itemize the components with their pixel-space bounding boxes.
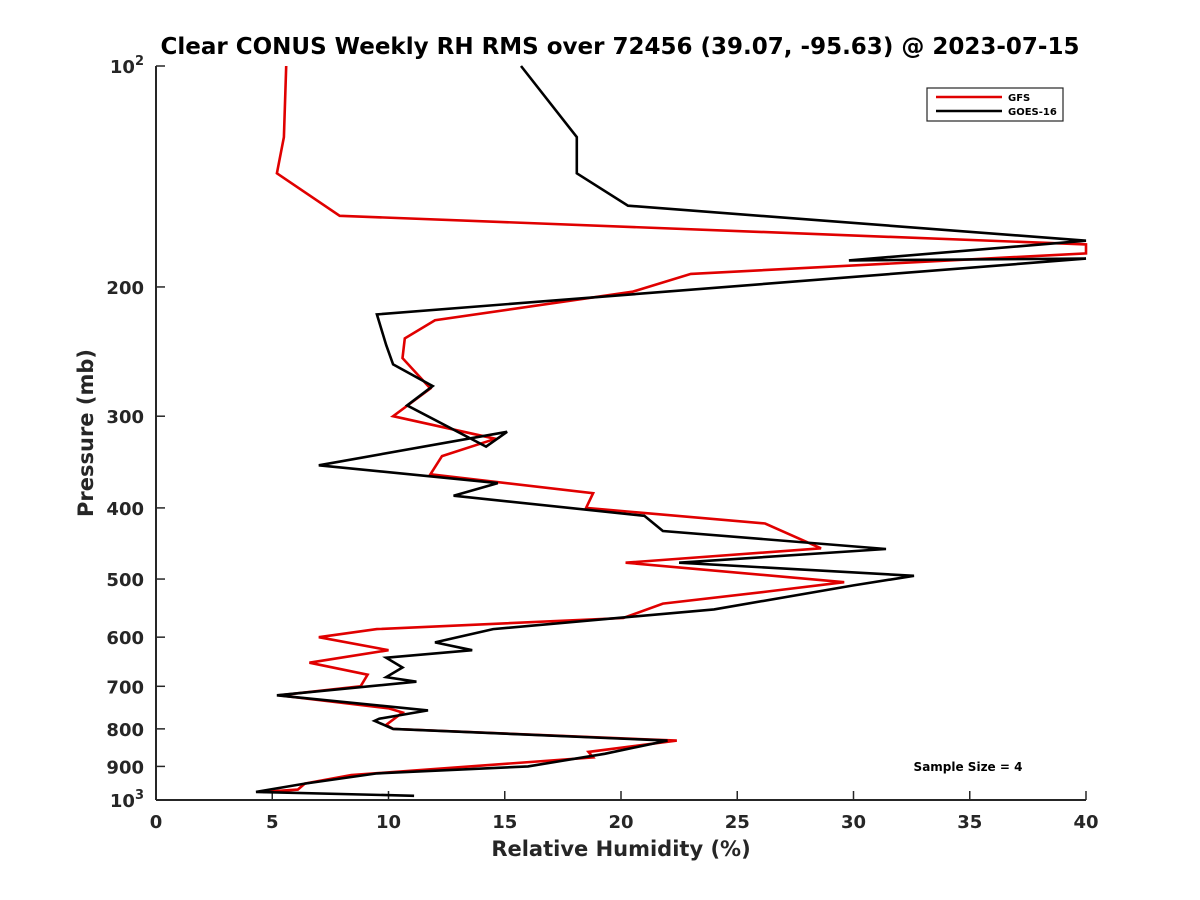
y-tick-label: 800 [106,720,144,741]
y-axis-label: Pressure (mb) [74,349,98,517]
y-tick-label: 300 [106,407,144,428]
x-tick-label: 25 [725,812,750,833]
y-tick-label: 600 [106,628,144,649]
x-tick-label: 0 [150,812,163,833]
x-tick-label: 10 [376,812,401,833]
sample-size-annotation: Sample Size = 4 [914,760,1023,774]
series-line-goes-16 [255,65,1087,798]
y-tick-label: 700 [106,677,144,698]
y-tick-label: 400 [106,499,144,520]
legend-box [926,87,1064,122]
y-tick-label: 102 [110,54,144,78]
y-ticks: 102 200 300 400 500 600 700 800 900 103 [106,54,165,812]
x-axis-label: Relative Humidity (%) [491,837,750,861]
x-tick-label: 35 [957,812,982,833]
y-tick-label: 500 [106,570,144,591]
y-tick-label: 200 [106,278,144,299]
chart-title: Clear CONUS Weekly RH RMS over 72456 (39… [161,34,1080,60]
x-ticks: 0 5 10 15 20 25 30 35 40 [150,791,1099,833]
legend-entries: GFS GOES-16 [936,93,1057,118]
y-tick-label: 900 [106,757,144,778]
legend-label-gfs: GFS [1008,93,1030,104]
y-tick-label: 103 [110,788,144,812]
x-tick-label: 40 [1073,812,1098,833]
legend: GFS GOES-16 [926,87,1064,122]
legend-label-goes-16: GOES-16 [1008,107,1057,118]
x-tick-label: 15 [492,812,517,833]
x-tick-label: 5 [266,812,279,833]
x-tick-label: 30 [841,812,866,833]
x-tick-label: 20 [608,812,633,833]
series-layer [255,65,1088,798]
